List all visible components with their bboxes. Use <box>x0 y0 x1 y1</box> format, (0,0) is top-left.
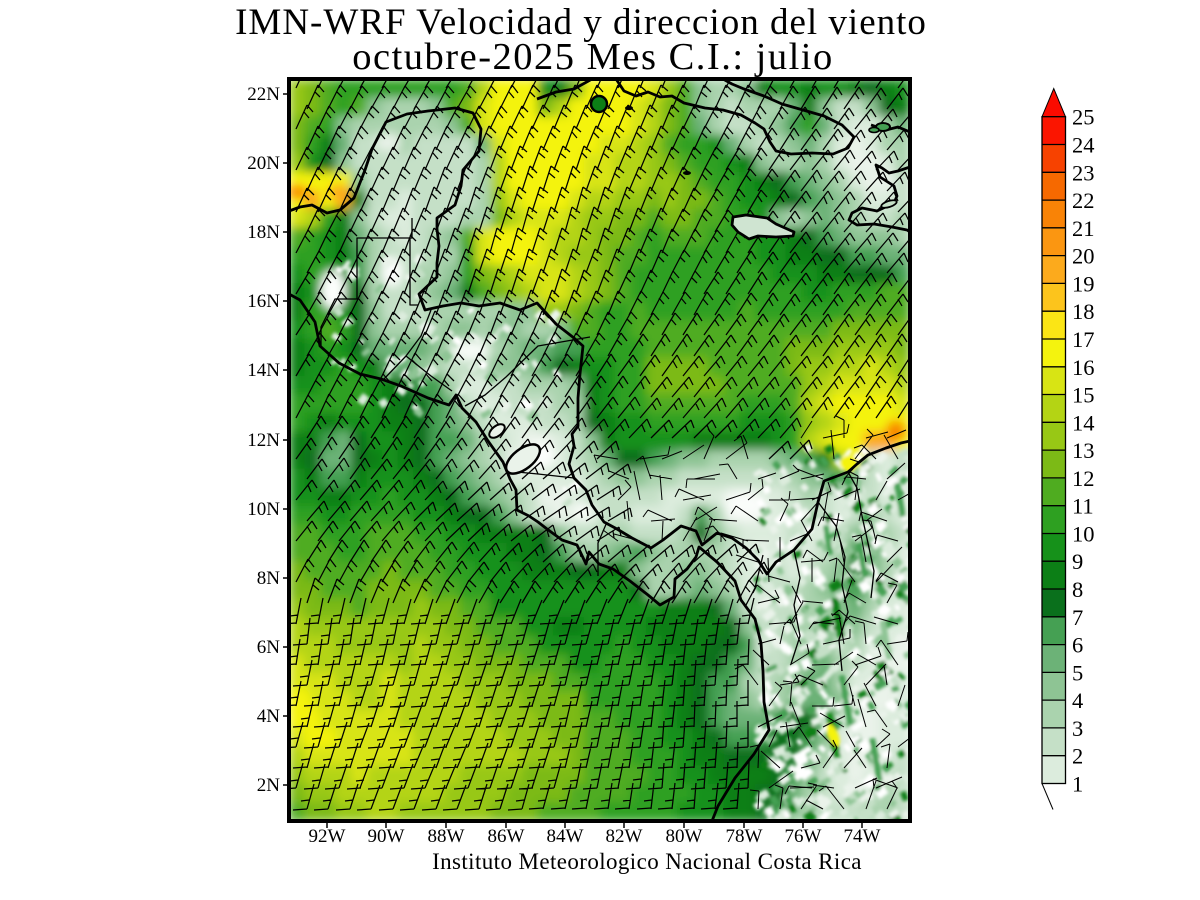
svg-text:22N: 22N <box>247 84 280 105</box>
svg-text:1: 1 <box>1072 772 1083 797</box>
svg-text:4N: 4N <box>257 706 281 727</box>
svg-text:5: 5 <box>1072 660 1083 685</box>
svg-text:21: 21 <box>1072 216 1095 241</box>
svg-text:84W: 84W <box>547 826 584 847</box>
svg-text:80W: 80W <box>666 826 703 847</box>
svg-text:octubre-2025 Mes C.I.: julio: octubre-2025 Mes C.I.: julio <box>352 36 833 78</box>
svg-text:24: 24 <box>1072 133 1095 158</box>
svg-text:19: 19 <box>1072 271 1095 296</box>
svg-text:18N: 18N <box>247 222 280 243</box>
svg-text:82W: 82W <box>606 826 643 847</box>
svg-text:18: 18 <box>1072 299 1095 324</box>
svg-text:3: 3 <box>1072 716 1083 741</box>
svg-text:78W: 78W <box>726 826 763 847</box>
svg-text:76W: 76W <box>785 826 822 847</box>
svg-text:15: 15 <box>1072 383 1095 408</box>
svg-text:14: 14 <box>1072 410 1095 435</box>
svg-text:23: 23 <box>1072 160 1095 185</box>
svg-text:17: 17 <box>1072 327 1095 352</box>
svg-text:2N: 2N <box>257 775 281 796</box>
svg-text:6: 6 <box>1072 633 1083 658</box>
svg-text:20N: 20N <box>247 153 280 174</box>
svg-text:16N: 16N <box>247 291 280 312</box>
svg-text:14N: 14N <box>247 360 280 381</box>
svg-text:10N: 10N <box>247 499 280 520</box>
svg-text:Instituto Meteorologico Nacion: Instituto Meteorologico Nacional Costa R… <box>432 849 862 874</box>
svg-text:7: 7 <box>1072 605 1083 630</box>
svg-text:8: 8 <box>1072 577 1083 602</box>
svg-text:6N: 6N <box>257 637 281 658</box>
svg-text:12: 12 <box>1072 466 1095 491</box>
svg-text:86W: 86W <box>488 826 525 847</box>
svg-text:11: 11 <box>1072 494 1094 519</box>
svg-text:22: 22 <box>1072 188 1095 213</box>
svg-text:90W: 90W <box>368 826 405 847</box>
svg-text:12N: 12N <box>247 430 280 451</box>
svg-text:16: 16 <box>1072 355 1095 380</box>
svg-text:13: 13 <box>1072 438 1095 463</box>
svg-text:74W: 74W <box>844 826 881 847</box>
svg-text:88W: 88W <box>428 826 465 847</box>
svg-text:2: 2 <box>1072 744 1083 769</box>
svg-text:25: 25 <box>1072 105 1095 130</box>
svg-text:8N: 8N <box>257 568 281 589</box>
svg-text:9: 9 <box>1072 549 1083 574</box>
svg-text:20: 20 <box>1072 244 1095 269</box>
svg-text:92W: 92W <box>309 826 346 847</box>
svg-text:IMN-WRF Velocidad y direccion: IMN-WRF Velocidad y direccion del viento <box>235 2 927 43</box>
svg-text:4: 4 <box>1072 688 1083 713</box>
svg-text:10: 10 <box>1072 522 1095 547</box>
